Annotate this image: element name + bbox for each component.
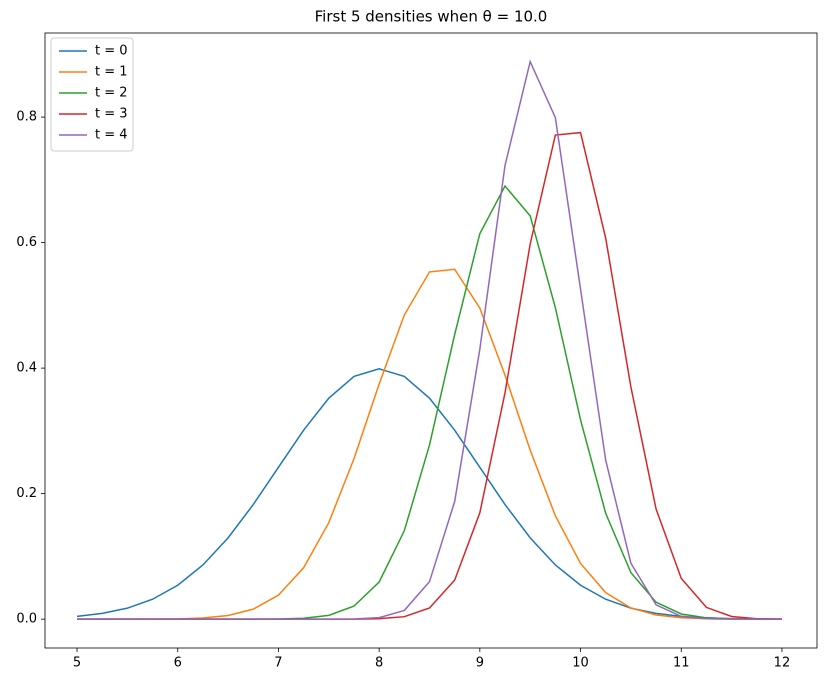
legend: t = 0 t = 1 t = 2 t = 3 t = 4 [50,37,134,152]
plot-frame [44,32,818,649]
legend-label: t = 0 [95,44,128,59]
x-tick-label: 5 [73,656,81,671]
y-tick-label: 0.8 [16,110,37,125]
x-tick-label: 9 [476,656,484,671]
y-tick-label: 0.6 [16,235,37,250]
legend-label: t = 3 [95,107,128,122]
y-tick-label: 0.4 [16,361,37,376]
line [77,131,782,620]
legend-label: t = 4 [95,128,128,143]
x-tick-label: 12 [774,656,791,671]
legend-label: t = 1 [95,65,128,80]
x-tick-label: 6 [174,656,182,671]
line [77,268,782,620]
y-tick-label: 0.0 [16,612,37,627]
y-tick-label: 0.2 [16,486,37,501]
line [76,368,782,620]
x-tick-label: 11 [673,656,690,671]
x-tick-label: 8 [375,656,383,671]
legend-label: t = 2 [95,86,128,101]
x-tick-label: 7 [274,656,282,671]
legend-box [50,37,134,152]
line [77,184,782,620]
chart-title: First 5 densities when θ = 10.0 [315,8,548,26]
x-tick-label: 10 [572,656,589,671]
line [77,59,782,620]
